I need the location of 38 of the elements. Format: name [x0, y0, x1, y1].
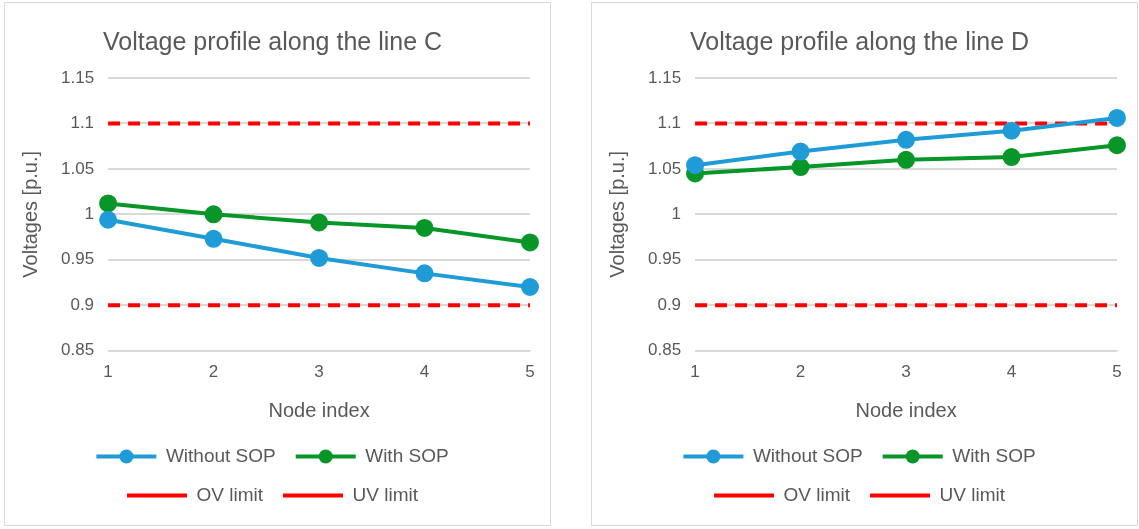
y-tick-label: 0.9 — [657, 294, 682, 314]
legend-label: With SOP — [365, 444, 449, 466]
y-tick-label: 1.05 — [647, 158, 682, 178]
x-tick-label: 1 — [103, 362, 113, 382]
x-tick-label: 2 — [795, 362, 806, 382]
x-tick-label: 1 — [690, 362, 700, 382]
y-tick-label: 1 — [84, 203, 95, 223]
y-tick-label: 1.1 — [657, 113, 682, 133]
chart-title: Voltage profile along the line C — [102, 26, 443, 55]
x-axis-title: Node index — [268, 398, 370, 421]
legend-label: OV limit — [196, 483, 264, 505]
y-axis-title: Voltages [p.u.] — [18, 150, 41, 278]
x-axis-title: Node index — [855, 398, 957, 421]
x-tick-label: 2 — [208, 362, 219, 382]
x-tick-label: 4 — [419, 362, 430, 382]
legend-label: OV limit — [783, 483, 851, 505]
legend-label: UV limit — [939, 483, 1006, 505]
x-tick-label: 5 — [525, 362, 535, 382]
y-tick-label: 1.1 — [70, 113, 95, 133]
legend-label: UV limit — [352, 483, 419, 505]
y-tick-label: 1.05 — [60, 158, 95, 178]
y-tick-label: 0.9 — [70, 294, 95, 314]
legend-label: With SOP — [952, 444, 1036, 466]
y-tick-label: 1 — [671, 203, 682, 223]
chart-title: Voltage profile along the line D — [689, 26, 1030, 55]
y-axis-title: Voltages [p.u.] — [605, 150, 628, 278]
y-tick-label: 0.95 — [60, 249, 95, 269]
y-tick-label: 0.85 — [60, 340, 95, 360]
x-tick-label: 3 — [901, 362, 911, 382]
x-tick-label: 5 — [1112, 362, 1122, 382]
x-tick-label: 4 — [1006, 362, 1017, 382]
y-tick-label: 0.95 — [647, 249, 682, 269]
legend-label: Without SOP — [752, 444, 863, 466]
legend-label: Without SOP — [165, 444, 276, 466]
x-tick-label: 3 — [314, 362, 324, 382]
y-tick-label: 1.15 — [60, 67, 95, 87]
y-tick-label: 0.85 — [647, 340, 682, 360]
y-tick-label: 1.15 — [647, 67, 682, 87]
